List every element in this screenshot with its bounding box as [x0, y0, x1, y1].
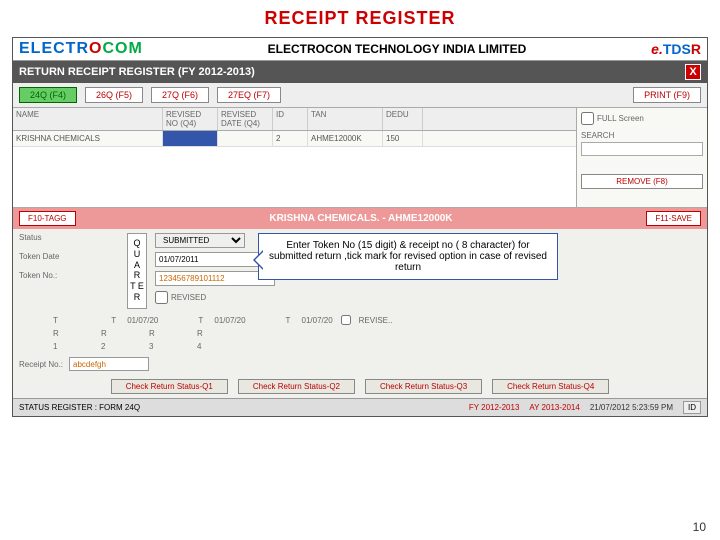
cell-tan: AHME12000K	[308, 131, 383, 146]
col-tan: TAN	[308, 108, 383, 130]
btn-status-q1[interactable]: Check Return Status-Q1	[111, 379, 228, 394]
col-dedu: DEDU	[383, 108, 423, 130]
grid-header: NAME REVISED NO (Q4) REVISED DATE (Q4) I…	[13, 108, 576, 131]
footer-fy: FY 2012-2013	[469, 403, 520, 412]
form-button-row: 24Q (F4) 26Q (F5) 27Q (F6) 27EQ (F7) PRI…	[13, 83, 707, 108]
btn-27eq[interactable]: 27EQ (F7)	[217, 87, 281, 103]
label-status: Status	[19, 233, 119, 242]
receipt-input[interactable]	[69, 357, 149, 371]
page-number: 10	[693, 520, 706, 534]
selection-title: KRISHNA CHEMICALS. - AHME12000K	[84, 213, 639, 224]
quarter-row-num: 1 2 3 4	[13, 340, 707, 353]
search-label: SEARCH	[581, 131, 703, 140]
revise-check[interactable]	[341, 315, 351, 325]
cell-revised-date	[218, 131, 273, 146]
logo-electrocom: ELECTROCOM	[19, 40, 143, 58]
company-name: ELECTROCON TECHNOLOGY INDIA LIMITED	[268, 42, 527, 56]
status-button-row: Check Return Status-Q1 Check Return Stat…	[13, 375, 707, 398]
grid-area: NAME REVISED NO (Q4) REVISED DATE (Q4) I…	[13, 108, 707, 208]
quarter-row-r: R R R R	[13, 327, 707, 340]
token-no-input[interactable]	[155, 271, 275, 286]
footer-ay: AY 2013-2014	[529, 403, 579, 412]
btn-26q[interactable]: 26Q (F5)	[85, 87, 143, 103]
quarter-label: Q U A R T E R	[127, 233, 147, 309]
col-revised-date: REVISED DATE (Q4)	[218, 108, 273, 130]
footer-id[interactable]: ID	[683, 401, 701, 414]
detail-panel: Status Token Date Token No.: Q U A R T E…	[13, 229, 707, 313]
footer-datetime: 21/07/2012 5:23:59 PM	[590, 403, 673, 412]
grid-side-panel: FULL Screen SEARCH REMOVE (F8)	[577, 108, 707, 207]
btn-print[interactable]: PRINT (F9)	[633, 87, 701, 103]
cell-dedu: 150	[383, 131, 423, 146]
fullscreen-checkbox[interactable]: FULL Screen	[581, 112, 703, 125]
footer-status: STATUS REGISTER : FORM 24Q	[19, 403, 140, 412]
logo-etds: e.TDSR	[651, 41, 701, 57]
cell-revised-no[interactable]	[163, 131, 218, 146]
cell-name: KRISHNA CHEMICALS	[13, 131, 163, 146]
col-id: ID	[273, 108, 308, 130]
col-revised-no: REVISED NO (Q4)	[163, 108, 218, 130]
status-select[interactable]: SUBMITTED	[155, 233, 245, 248]
subheader-title: RETURN RECEIPT REGISTER (FY 2012-2013)	[19, 66, 255, 78]
table-row[interactable]: KRISHNA CHEMICALS 2 AHME12000K 150	[13, 131, 576, 147]
btn-status-q4[interactable]: Check Return Status-Q4	[492, 379, 609, 394]
label-token-no: Token No.:	[19, 271, 119, 280]
status-bar: STATUS REGISTER : FORM 24Q FY 2012-2013 …	[13, 398, 707, 416]
label-token-date: Token Date	[19, 252, 119, 261]
btn-save[interactable]: F11-SAVE	[646, 211, 701, 226]
cell-id: 2	[273, 131, 308, 146]
grid-blank	[13, 147, 576, 207]
help-callout: Enter Token No (15 digit) & receipt no (…	[258, 233, 558, 280]
subheader-bar: RETURN RECEIPT REGISTER (FY 2012-2013) X	[13, 61, 707, 83]
revised-checkbox[interactable]: REVISED	[155, 290, 206, 305]
btn-27q[interactable]: 27Q (F6)	[151, 87, 209, 103]
btn-24q[interactable]: 24Q (F4)	[19, 87, 77, 103]
btn-status-q3[interactable]: Check Return Status-Q3	[365, 379, 482, 394]
search-input[interactable]	[581, 142, 703, 156]
btn-status-q2[interactable]: Check Return Status-Q2	[238, 379, 355, 394]
btn-tagg[interactable]: F10-TAGG	[19, 211, 76, 226]
receipt-label: Receipt No.:	[19, 360, 63, 369]
app-window: ELECTROCOM ELECTROCON TECHNOLOGY INDIA L…	[12, 37, 708, 417]
close-button[interactable]: X	[685, 64, 701, 80]
header: ELECTROCOM ELECTROCON TECHNOLOGY INDIA L…	[13, 38, 707, 61]
quarter-row-labels: T T01/07/20 T01/07/20 T01/07/20REVISE..	[13, 313, 707, 327]
selection-bar: F10-TAGG KRISHNA CHEMICALS. - AHME12000K…	[13, 208, 707, 229]
page-title: RECEIPT REGISTER	[0, 8, 720, 29]
receipt-row: Receipt No.:	[13, 353, 707, 375]
col-name: NAME	[13, 108, 163, 130]
remove-button[interactable]: REMOVE (F8)	[581, 174, 703, 189]
